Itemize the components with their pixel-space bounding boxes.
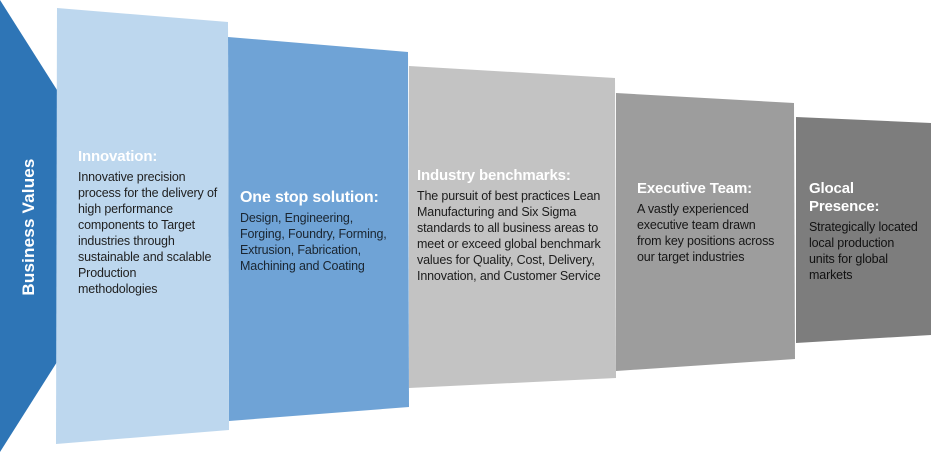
panel-body: Strategically located local production u… [809,220,918,282]
panel-text-one-stop-solution: One stop solution: Design, Engineering, … [240,189,398,274]
panel-body: The pursuit of best practices Lean Manuf… [417,189,601,283]
panel-text-industry-benchmarks: Industry benchmarks: The pursuit of best… [417,167,601,284]
panel-text-innovation: Innovation: Innovative precision process… [78,148,218,297]
panel-heading: One stop solution: [240,189,379,206]
panel-heading: Innovation: [78,148,158,165]
panel-heading: Industry benchmarks: [417,167,571,184]
panel-glocal-presence [796,117,931,343]
panel-one-stop-solution [228,37,409,421]
business-values-arrow: Business Values [0,0,57,452]
panel-body: Design, Engineering, Forging, Foundry, F… [240,211,387,273]
panel-body: Innovative precision process for the del… [78,170,218,296]
panel-heading: Glocal Presence: [809,180,880,215]
panel-text-executive-team: Executive Team: A vastly experienced exe… [637,180,781,265]
panel-industry-benchmarks [409,66,616,388]
panel-text-glocal-presence: Glocal Presence: Strategically located l… [809,180,919,283]
panel-heading: Executive Team: [637,180,753,197]
panel-executive-team [616,93,795,371]
panel-body: A vastly experienced executive team draw… [637,202,775,264]
panel-innovation [56,8,229,444]
business-values-arrow-label: Business Values [18,158,38,296]
